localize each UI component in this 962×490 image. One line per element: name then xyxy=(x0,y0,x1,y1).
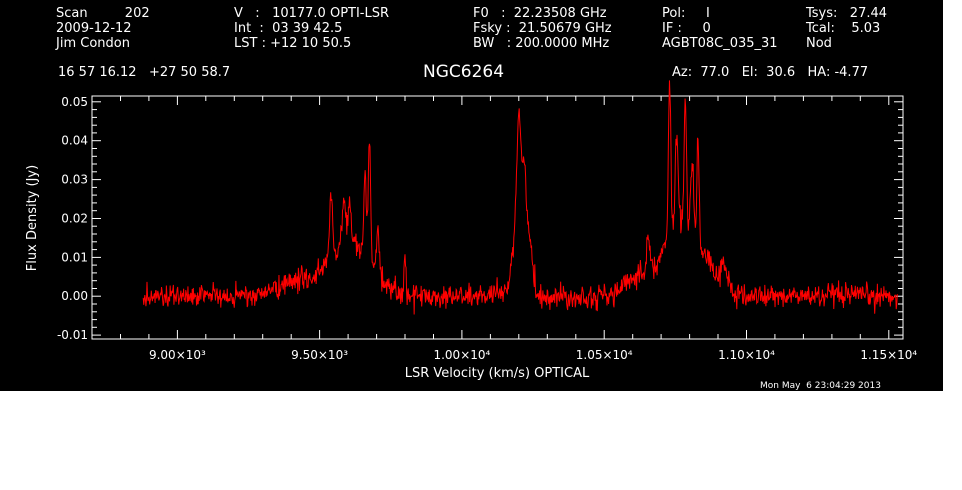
x-tick-label: 1.15×10⁴ xyxy=(860,348,917,362)
tcal-label: Tcal: 5.03 xyxy=(806,21,881,36)
y-axis-label: Flux Density (Jy) xyxy=(25,165,40,271)
x-axis-label: LSR Velocity (km/s) OPTICAL xyxy=(405,366,590,381)
project-label: AGBT08C_035_31 xyxy=(662,36,778,51)
chart-title: NGC6264 xyxy=(423,62,505,82)
spectrum-trace-0 xyxy=(142,80,898,315)
x-tick-label: 9.00×10³ xyxy=(149,348,206,362)
coordinates-label: 16 57 16.12 +27 50 58.7 xyxy=(58,65,231,80)
spectrum-chart: 9.00×10³ 9.50×10³ 1.00×10⁴ 1.05×10⁴ 1.10×10⁴… xyxy=(25,80,917,381)
rest-frequency-label: F0 : 22.23508 GHz xyxy=(473,6,607,21)
plot-window: Scan 202 2009-12-12 Jim Condon V : 10177… xyxy=(0,0,943,391)
scan-label: Scan 202 xyxy=(56,6,150,21)
az-el-ha-label: Az: 77.0 El: 30.6 HA: -4.77 xyxy=(672,65,869,80)
x-tick-label: 1.05×10⁴ xyxy=(576,348,633,362)
date-label: 2009-12-12 xyxy=(56,21,132,36)
lst-label: LST : +12 10 50.5 xyxy=(234,36,352,51)
y-tick-label: -0.01 xyxy=(57,328,88,342)
x-axis-ticks: 9.00×10³ 9.50×10³ 1.00×10⁴ 1.05×10⁴ 1.10×10⁴… xyxy=(91,96,917,362)
series-group xyxy=(142,80,898,315)
sky-frequency-label: Fsky : 21.50679 GHz xyxy=(473,21,612,36)
velocity-label: V : 10177.0 OPTI-LSR xyxy=(234,6,390,21)
y-axis-ticks: -0.01 0.00 0.01 0.02 0.03 0.04 0.05 xyxy=(57,95,903,342)
y-tick-label: 0.04 xyxy=(61,134,88,148)
polarization-label: Pol: I xyxy=(662,6,710,21)
bandwidth-label: BW : 200.0000 MHz xyxy=(473,36,610,51)
y-tick-label: 0.02 xyxy=(61,212,88,226)
if-label: IF : 0 xyxy=(662,21,711,36)
y-tick-label: 0.03 xyxy=(61,173,88,187)
x-tick-label: 1.00×10⁴ xyxy=(433,348,490,362)
x-tick-label: 1.10×10⁴ xyxy=(718,348,775,362)
timestamp-label: Mon May 6 23:04:29 2013 xyxy=(760,381,881,391)
y-tick-label: 0.05 xyxy=(61,95,88,109)
y-tick-label: 0.00 xyxy=(61,289,88,303)
plot-frame xyxy=(91,95,904,340)
x-tick-label: 9.50×10³ xyxy=(291,348,348,362)
observer-label: Jim Condon xyxy=(56,36,130,51)
integration-label: Int : 03 39 42.5 xyxy=(234,21,343,36)
y-tick-label: 0.01 xyxy=(61,250,88,264)
tsys-label: Tsys: 27.44 xyxy=(806,6,888,21)
procedure-label: Nod xyxy=(806,36,832,51)
